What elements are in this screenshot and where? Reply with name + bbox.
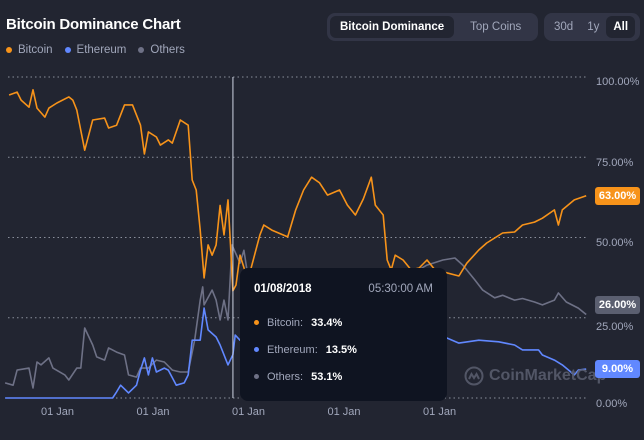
tooltip-value: 13.5% (325, 343, 357, 356)
tooltip-time: 05:30:00 AM (368, 283, 433, 295)
y-tick-label: 25.00% (596, 321, 634, 333)
x-tick-label: 01 Jan (136, 406, 170, 418)
tooltip-row-bitcoin: Bitcoin: 33.4% (254, 309, 433, 336)
range-30d[interactable]: 30d (554, 21, 574, 33)
tooltip-row-ethereum: Ethereum: 13.5% (254, 336, 433, 363)
legend-ethereum[interactable]: Ethereum (64, 44, 127, 56)
x-tick-label: 01 Jan (327, 406, 361, 418)
coinmarketcap-watermark: CoinMarketCap (464, 366, 606, 386)
y-tick-label: 75.00% (596, 157, 634, 169)
others-dot-icon (254, 374, 259, 379)
legend-bitcoin[interactable]: Bitcoin (6, 44, 53, 56)
bitcoin-current-badge: 63.00% (595, 187, 640, 205)
y-tick-label: 100.00% (596, 76, 640, 88)
chart-legend: Bitcoin Ethereum Others (6, 44, 185, 56)
x-tick-label: 01 Jan (423, 406, 457, 418)
others-dot-icon (138, 47, 145, 53)
tab-top-coins[interactable]: Top Coins (470, 21, 522, 33)
x-tick-label: 01 Jan (40, 406, 74, 418)
y-tick-label: 0.00% (596, 398, 628, 410)
view-toggle: Bitcoin Dominance Top Coins (327, 13, 538, 41)
legend-label: Ethereum (76, 44, 127, 56)
legend-others[interactable]: Others (138, 44, 185, 56)
tooltip-label: Bitcoin: (267, 316, 304, 329)
tooltip-value: 33.4% (311, 316, 343, 329)
tooltip-date: 01/08/2018 (254, 283, 312, 295)
tab-bitcoin-dominance[interactable]: Bitcoin Dominance (330, 16, 455, 38)
ethereum-dot-icon (64, 47, 71, 53)
x-tick-label: 01 Jan (232, 406, 266, 418)
legend-label: Bitcoin (18, 44, 53, 56)
chart-tooltip: 01/08/2018 05:30:00 AM Bitcoin: 33.4% Eth… (240, 268, 447, 401)
watermark-text: CoinMarketCap (489, 367, 607, 384)
range-toggle: 30d 1y All (544, 13, 640, 41)
series-line-bitcoin (8, 89, 587, 292)
tooltip-label: Ethereum: (267, 343, 318, 356)
bitcoin-dot-icon (6, 47, 12, 53)
bitcoin-dot-icon (254, 320, 259, 325)
tooltip-label: Others: (267, 370, 304, 383)
ethereum-dot-icon (254, 347, 259, 352)
series-line-ethereum (5, 307, 587, 399)
tooltip-row-others: Others: 53.1% (254, 363, 433, 390)
range-all[interactable]: All (606, 16, 636, 38)
legend-label: Others (150, 44, 185, 56)
ethereum-current-badge: 9.00% (595, 360, 640, 378)
others-current-badge: 26.00% (595, 296, 640, 314)
coinmarketcap-logo-icon (464, 366, 484, 386)
y-tick-label: 50.00% (596, 237, 634, 249)
range-1y[interactable]: 1y (587, 21, 600, 33)
page-title: Bitcoin Dominance Chart (6, 16, 181, 33)
tooltip-value: 53.1% (311, 370, 343, 383)
